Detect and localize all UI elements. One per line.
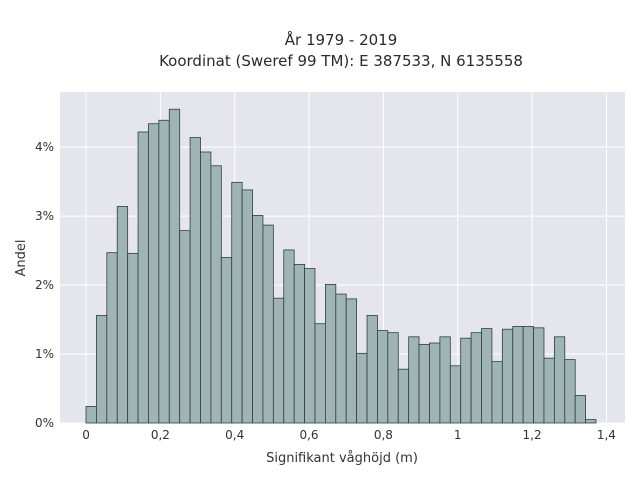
histogram-bar [543, 357, 555, 424]
histogram-bar [241, 189, 253, 424]
y-tick-label: 2% [35, 278, 54, 292]
histogram-bar [418, 343, 430, 424]
histogram-bar [304, 268, 316, 424]
histogram-bar [585, 419, 597, 424]
histogram-bar [356, 352, 368, 424]
y-tick-label: 1% [35, 347, 54, 361]
histogram-bar [158, 119, 170, 424]
y-tick-label: 0% [35, 416, 54, 430]
y-axis-ticks: 0% 1% 2% 3% 4% [35, 140, 54, 430]
histogram-bar [345, 298, 358, 424]
histogram-bar [377, 330, 389, 424]
y-tick-label: 4% [35, 140, 54, 154]
histogram-bar [449, 365, 462, 424]
x-tick-label: 0 [82, 428, 90, 442]
histogram-bar [460, 337, 472, 424]
histogram-bar [220, 257, 233, 424]
histogram-bar [168, 108, 181, 424]
histogram-bar [262, 224, 274, 424]
histogram-bar [106, 252, 118, 424]
bars [85, 108, 597, 424]
histogram-bar [148, 123, 160, 424]
histogram-bar [210, 165, 222, 424]
histogram-bar [387, 332, 399, 424]
histogram-bar [200, 151, 212, 424]
histogram-bar [85, 406, 97, 424]
histogram-bar [252, 215, 264, 424]
histogram-bar [553, 336, 566, 424]
chart-subtitle: Koordinat (Sweref 99 TM): E 387533, N 61… [159, 52, 523, 70]
x-tick-label: 1 [454, 428, 462, 442]
histogram-bar [429, 342, 441, 424]
chart-title: År 1979 - 2019 [285, 30, 398, 49]
x-tick-label: 1,2 [523, 428, 542, 442]
histogram-bar [501, 328, 514, 424]
histogram-bar [231, 181, 243, 424]
histogram-bar [481, 328, 493, 424]
histogram-bar [533, 327, 545, 424]
histogram-bar [366, 315, 378, 424]
histogram-bar [179, 230, 191, 424]
histogram-bar [522, 326, 534, 424]
histogram-bar [127, 252, 139, 424]
histogram-bar [325, 283, 337, 424]
x-tick-label: 0,6 [299, 428, 318, 442]
histogram-bar [96, 315, 108, 424]
histogram-bar [397, 368, 410, 424]
histogram-bar [439, 336, 451, 424]
histogram-bar [137, 131, 149, 424]
histogram-bar [470, 332, 482, 424]
x-axis-label: Signifikant våghöjd (m) [266, 451, 418, 466]
histogram-bar [189, 137, 201, 424]
histogram-bar [283, 249, 295, 424]
histogram-bar [574, 395, 586, 424]
histogram-bar [116, 206, 129, 424]
x-axis-ticks: 0 0,2 0,4 0,6 0,8 1 1,2 1,4 [82, 428, 616, 442]
histogram-bar [408, 336, 420, 424]
y-tick-label: 3% [35, 209, 54, 223]
histogram-bar [272, 297, 285, 424]
x-tick-label: 0,2 [151, 428, 170, 442]
histogram-bar [293, 263, 305, 424]
histogram-bar [564, 359, 576, 424]
x-tick-label: 0,4 [225, 428, 244, 442]
histogram-bar [314, 323, 326, 424]
x-tick-label: 0,8 [374, 428, 393, 442]
y-axis-label: Andel [14, 240, 29, 277]
histogram-bar [335, 293, 347, 424]
histogram-bar [512, 326, 524, 424]
x-tick-label: 1,4 [597, 428, 616, 442]
histogram-bar [491, 361, 503, 424]
